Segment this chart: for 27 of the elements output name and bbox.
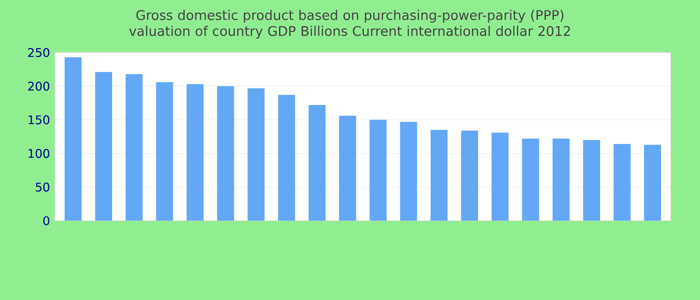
y-tick-label: 200 <box>28 82 50 91</box>
bar <box>248 88 265 221</box>
bar <box>400 122 418 221</box>
y-tick-label: 150 <box>28 115 50 124</box>
bar <box>217 86 234 221</box>
y-tick-label: 250 <box>28 48 50 58</box>
y-tick-label: 50 <box>36 182 50 192</box>
bar <box>430 130 448 221</box>
bar <box>492 132 509 221</box>
bar <box>156 82 174 221</box>
chart-title: Gross domestic product based on purchasing-power-parity (PPP) valuation of country GDP Billions Current international dollar 2012 <box>129 10 570 39</box>
bar <box>461 130 478 221</box>
bar <box>644 144 662 221</box>
bar <box>583 140 600 221</box>
bar <box>339 116 356 221</box>
bar <box>126 74 143 221</box>
bar <box>64 57 82 221</box>
bar <box>614 144 631 221</box>
bar <box>186 84 204 221</box>
y-tick-label: 100 <box>28 148 50 158</box>
bar <box>552 138 570 221</box>
bar <box>522 138 540 221</box>
bar <box>370 120 387 221</box>
bar <box>95 72 112 221</box>
y-tick-label: 0 <box>43 216 50 226</box>
bar <box>278 94 296 221</box>
bar <box>308 104 326 221</box>
